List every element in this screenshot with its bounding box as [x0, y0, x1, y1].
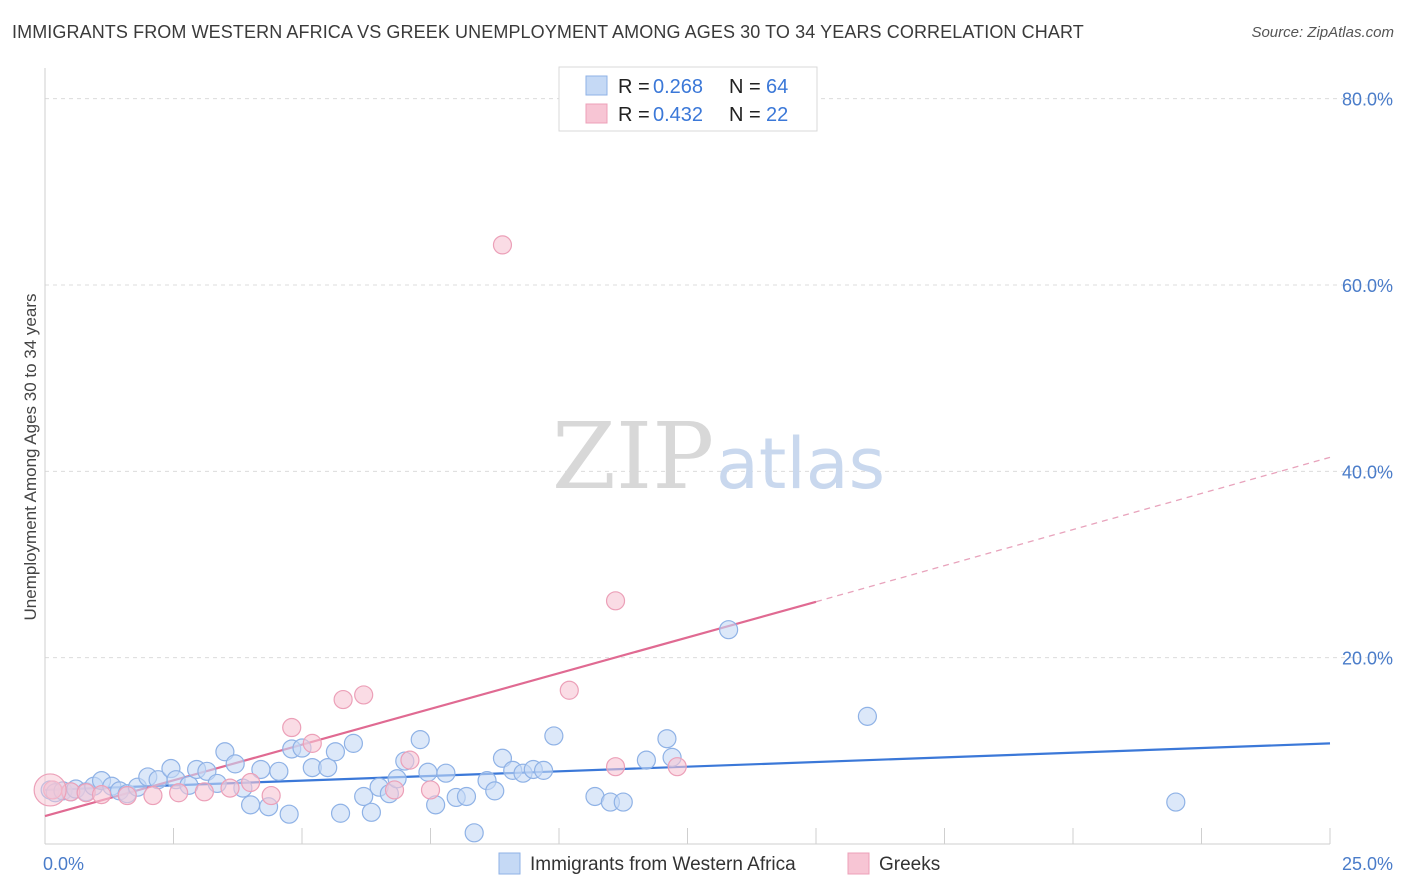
point-greeks — [333, 689, 353, 710]
legend-box: R = 0.268 N = 64 R = 0.432 N = 22 — [558, 66, 818, 132]
point-greeks — [302, 733, 322, 753]
source-label: Source: ZipAtlas.com — [1251, 24, 1394, 41]
legend-n-value: 64 — [766, 76, 788, 98]
point-greeks — [261, 785, 281, 806]
legend-n-label: N = — [729, 104, 761, 126]
bottom-legend: Immigrants from Western Africa Greeks — [498, 852, 940, 875]
point-western-africa — [485, 781, 505, 801]
point-western-africa — [354, 786, 374, 807]
point-western-africa — [613, 792, 633, 812]
point-greeks — [117, 785, 137, 806]
point-western-africa — [456, 786, 477, 807]
point-western-africa — [719, 620, 739, 640]
y-tick-label: 40.0% — [1342, 462, 1393, 482]
point-greeks — [420, 780, 441, 800]
point-greeks — [384, 780, 405, 800]
point-greeks — [354, 685, 374, 705]
legend-r-label: R = — [618, 104, 650, 126]
point-western-africa — [657, 729, 677, 749]
point-western-africa — [436, 763, 456, 783]
watermark-zip: ZIP — [552, 403, 714, 510]
legend-swatch-blue — [585, 75, 608, 96]
point-greeks — [220, 778, 240, 798]
bottom-legend-swatch-blue — [498, 852, 521, 875]
point-greeks — [143, 785, 163, 806]
legend-r-label: R = — [618, 76, 650, 98]
point-greeks — [605, 757, 626, 777]
point-western-africa — [325, 742, 346, 762]
bottom-legend-label: Immigrants from Western Africa — [530, 854, 796, 875]
point-greeks — [559, 680, 579, 700]
point-western-africa — [636, 750, 656, 770]
point-western-africa — [279, 804, 299, 824]
legend-n-label: N = — [729, 76, 761, 98]
grid-lines — [45, 98, 1392, 659]
legend-r-value: 0.432 — [653, 104, 703, 126]
point-greeks — [282, 717, 302, 738]
watermark: ZIP atlas — [552, 403, 885, 510]
y-tick-label: 20.0% — [1342, 649, 1393, 669]
point-greeks — [241, 772, 261, 793]
axes — [44, 68, 1331, 845]
bottom-legend-label: Greeks — [879, 854, 940, 875]
point-western-africa — [343, 733, 363, 753]
point-western-africa — [410, 730, 430, 750]
legend-swatch-pink — [585, 103, 608, 124]
point-western-africa — [464, 823, 484, 843]
legend-r-value: 0.268 — [653, 76, 703, 98]
point-greeks — [169, 783, 189, 803]
point-western-africa — [318, 757, 338, 778]
point-western-africa — [857, 706, 878, 726]
trend-line-greeks-extension — [815, 456, 1331, 603]
chart-title: IMMIGRANTS FROM WESTERN AFRICA VS GREEK … — [12, 22, 1084, 42]
point-western-africa — [1166, 792, 1186, 812]
point-western-africa — [225, 754, 245, 774]
point-western-africa — [418, 762, 438, 782]
point-western-africa — [361, 802, 381, 822]
point-western-africa — [241, 795, 261, 815]
watermark-atlas: atlas — [716, 423, 885, 505]
point-western-africa — [533, 760, 554, 780]
point-greeks — [605, 591, 626, 611]
point-greeks — [33, 773, 67, 807]
bottom-legend-swatch-pink — [847, 852, 870, 875]
point-western-africa — [330, 803, 351, 823]
point-greeks — [194, 782, 214, 802]
point-western-africa — [269, 761, 289, 781]
y-axis-label: Unemployment Among Ages 30 to 34 years — [21, 294, 40, 621]
point-greeks — [400, 750, 420, 770]
y-tick-labels: 20.0% 40.0% 60.0% 80.0% — [1342, 90, 1393, 669]
data-points — [33, 235, 1186, 843]
y-tick-label: 60.0% — [1342, 276, 1393, 296]
legend-n-value: 22 — [766, 104, 788, 126]
point-greeks — [492, 235, 513, 255]
point-greeks — [91, 785, 112, 805]
x-tick-label: 0.0% — [43, 854, 84, 874]
x-tick-label: 25.0% — [1342, 854, 1393, 874]
point-western-africa — [544, 726, 564, 746]
point-greeks — [667, 757, 687, 777]
x-tick-labels: 0.0% 25.0% — [43, 854, 1393, 874]
y-tick-label: 80.0% — [1342, 90, 1393, 110]
